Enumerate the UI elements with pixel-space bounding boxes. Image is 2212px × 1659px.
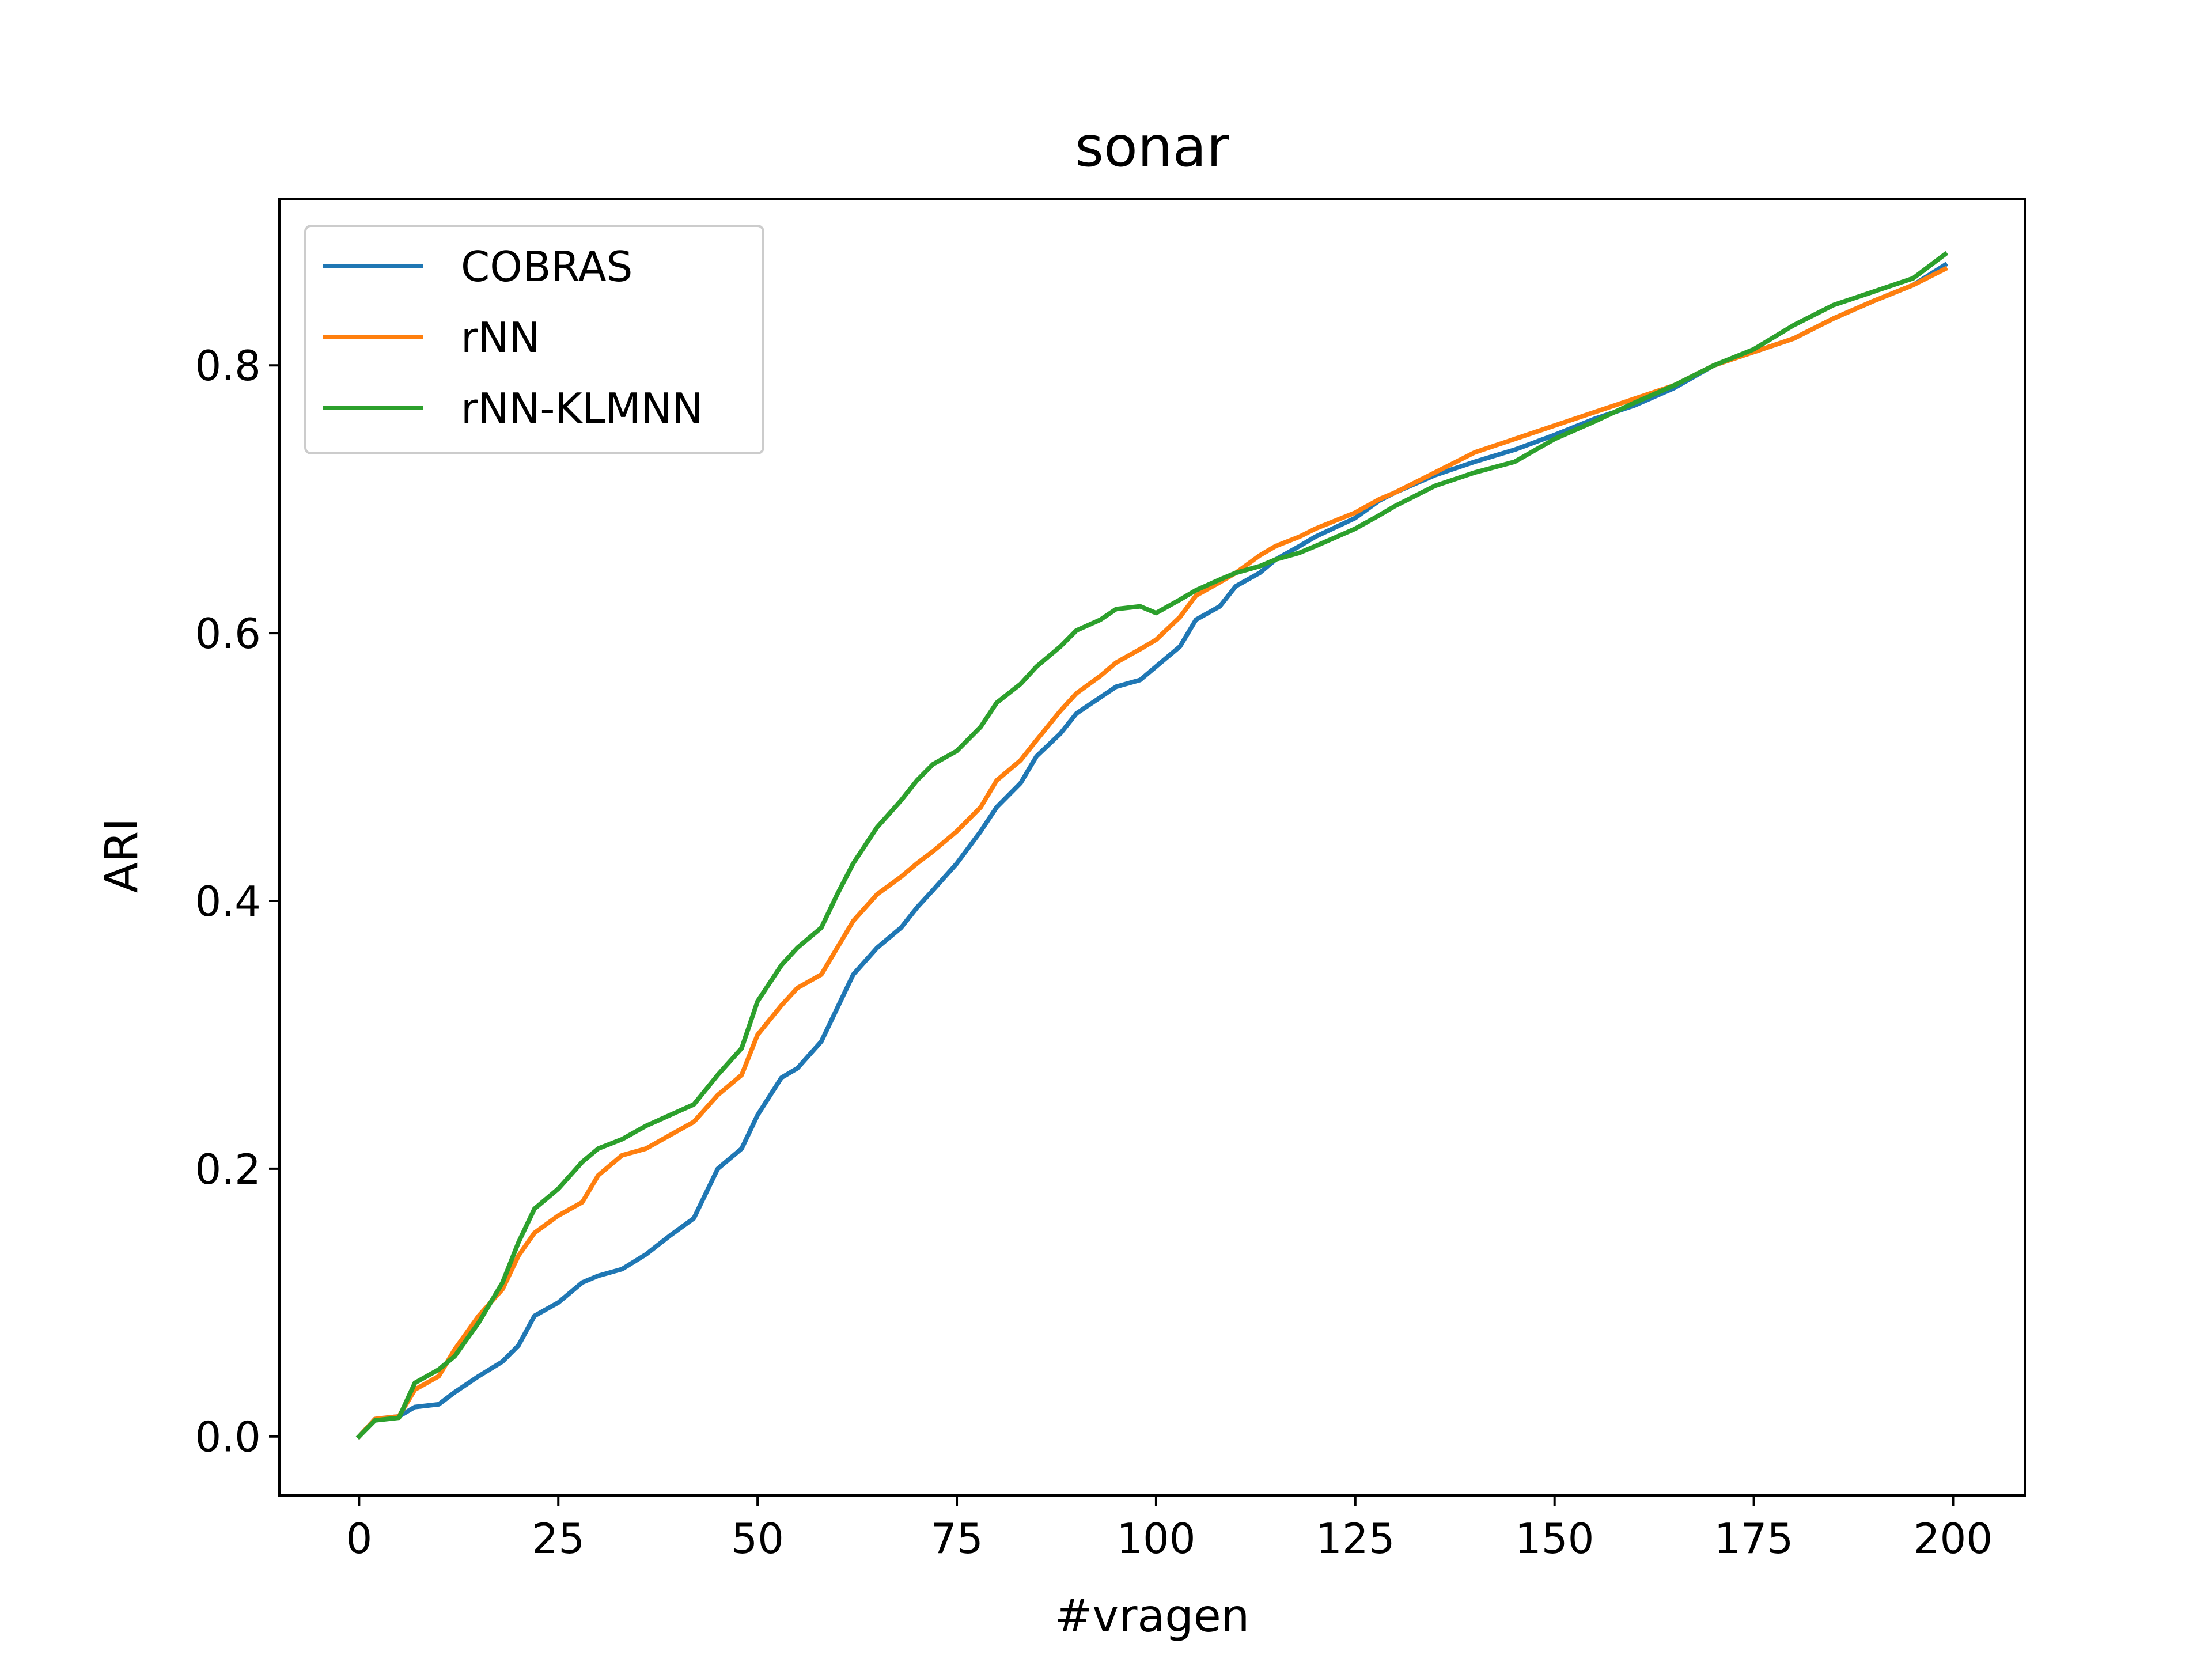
legend-label: rNN xyxy=(461,313,540,362)
x-tick-label: 175 xyxy=(1714,1514,1793,1563)
x-tick-label: 125 xyxy=(1316,1514,1395,1563)
x-axis-ticks: 0 25 50 75 100 125 150 175 200 xyxy=(346,1495,1993,1563)
legend-box xyxy=(304,225,764,454)
legend-label: rNN-KLMNN xyxy=(461,384,703,433)
series-line-rnn-klmnn xyxy=(355,251,1949,1440)
x-tick-label: 75 xyxy=(930,1514,983,1563)
legend: COBRAS rNN rNN-KLMNN xyxy=(304,225,764,454)
y-tick-label: 0.2 xyxy=(195,1145,261,1194)
legend-label: COBRAS xyxy=(461,243,632,291)
series-lines xyxy=(355,251,1949,1440)
x-tick-label: 200 xyxy=(1914,1514,1993,1563)
x-tick-label: 100 xyxy=(1116,1514,1195,1563)
y-axis-label: ARI xyxy=(96,818,148,893)
y-tick-label: 0.0 xyxy=(195,1413,261,1461)
chart-title: sonar xyxy=(1075,115,1229,179)
x-tick-label: 150 xyxy=(1515,1514,1594,1563)
series-line-rnn xyxy=(355,266,1948,1440)
series-line-cobras xyxy=(355,262,1949,1440)
y-tick-label: 0.4 xyxy=(195,877,261,926)
y-tick-label: 0.6 xyxy=(195,609,261,658)
y-tick-label: 0.8 xyxy=(195,342,261,390)
plot-frame xyxy=(278,198,2026,1497)
x-tick-label: 50 xyxy=(731,1514,784,1563)
x-axis-label: #vragen xyxy=(1055,1590,1249,1642)
y-axis-ticks: 0.0 0.2 0.4 0.6 0.8 xyxy=(195,342,279,1461)
x-tick-label: 0 xyxy=(346,1514,372,1563)
x-tick-label: 25 xyxy=(532,1514,585,1563)
